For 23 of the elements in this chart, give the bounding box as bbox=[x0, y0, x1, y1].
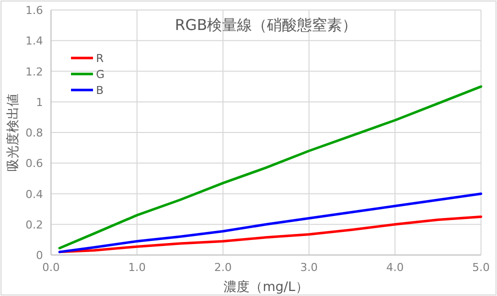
x-tick-label: 2.0 bbox=[214, 261, 232, 274]
line-series bbox=[58, 192, 482, 254]
y-tick-label: 1 bbox=[36, 96, 43, 109]
y-axis-title: 吸光度検出値 bbox=[5, 94, 21, 172]
x-tick-label: 5.0 bbox=[472, 261, 490, 274]
x-tick-label: 0.0 bbox=[42, 261, 60, 274]
y-tick-label: 1.6 bbox=[26, 4, 43, 17]
y-tick-label: 0.6 bbox=[26, 157, 43, 170]
line-series bbox=[58, 85, 482, 250]
x-tick-label: 4.0 bbox=[386, 261, 404, 274]
x-tick-label: 3.0 bbox=[300, 261, 318, 274]
x-axis-title: 濃度（mg/L） bbox=[224, 279, 308, 295]
y-tick-label: 0.8 bbox=[26, 126, 43, 140]
legend-label: R bbox=[96, 52, 104, 65]
legend-label: B bbox=[96, 84, 104, 97]
y-tick-label: 1.4 bbox=[26, 34, 43, 48]
y-tick-label: 1.2 bbox=[26, 65, 43, 78]
y-tick-label: 0.4 bbox=[26, 188, 43, 201]
legend-label: G bbox=[96, 68, 105, 81]
chart-title: RGB検量線（硝酸態窒素） bbox=[174, 16, 358, 34]
y-tick-label: 0.2 bbox=[26, 218, 43, 232]
y-tick-label: 0 bbox=[36, 249, 43, 262]
x-tick-label: 1.0 bbox=[128, 261, 146, 274]
